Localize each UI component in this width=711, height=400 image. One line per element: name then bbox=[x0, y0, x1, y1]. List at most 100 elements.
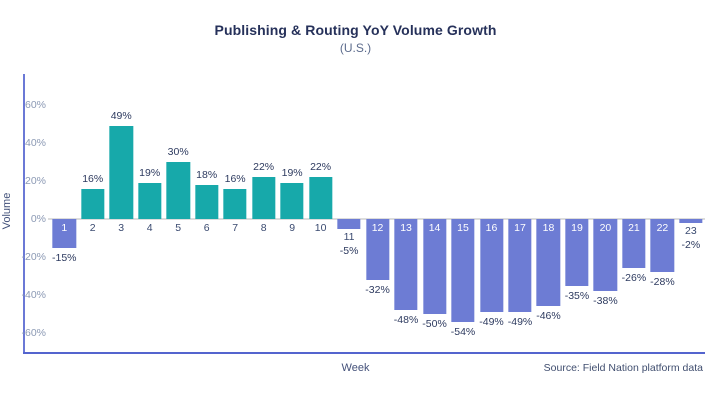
bar-slot-week-9: 9 19% bbox=[278, 0, 306, 400]
week-number-label: 19 bbox=[571, 222, 583, 234]
bar-value-label: 49% bbox=[110, 109, 132, 122]
week-number-label: 3 bbox=[118, 222, 125, 234]
bar-slot-week-21: 21 -26% bbox=[620, 0, 648, 400]
chart-title: Publishing & Routing YoY Volume Growth bbox=[214, 22, 497, 38]
bar-value-label: -38% bbox=[593, 295, 618, 308]
week-number-label: 8 bbox=[260, 222, 267, 234]
bar-week-23 bbox=[679, 219, 703, 223]
source-note: Source: Field Nation platform data bbox=[543, 362, 703, 374]
bar-slot-week-16: 16 -49% bbox=[477, 0, 505, 400]
bar-week-18 bbox=[536, 219, 561, 307]
bar-slot-week-3: 3 49% bbox=[107, 0, 135, 400]
y-tick-label: 60% bbox=[24, 99, 46, 111]
bar-slot-week-8: 8 22% bbox=[249, 0, 277, 400]
bar-week-4 bbox=[138, 182, 162, 219]
bar-week-8 bbox=[251, 177, 276, 219]
bar-week-16 bbox=[479, 219, 504, 313]
bar-value-label: 18% bbox=[196, 168, 218, 181]
week-number-label: 17 bbox=[514, 222, 526, 234]
bar-series: 1 -15% 2 16% 3 49% 4 19% 5 30% 6 18% 7 16% 8 22% 9 19% 10 2… bbox=[50, 0, 705, 400]
bar-value-label: 16% bbox=[224, 172, 246, 185]
chart-subtitle: (U.S.) bbox=[339, 41, 372, 55]
bar-value-label: -49% bbox=[479, 316, 504, 329]
bar-value-label: -54% bbox=[450, 325, 476, 338]
week-number-label: 10 bbox=[314, 222, 327, 234]
bar-week-22 bbox=[650, 219, 675, 273]
week-number-label: 12 bbox=[371, 222, 384, 234]
bar-week-14 bbox=[422, 219, 447, 314]
bar-week-11 bbox=[337, 219, 361, 229]
week-number-label: 1 bbox=[61, 222, 68, 234]
bar-value-label: -48% bbox=[393, 314, 419, 327]
bar-value-label: -15% bbox=[51, 251, 77, 264]
bar-value-label: -28% bbox=[650, 276, 675, 289]
y-axis-title: Volume bbox=[1, 192, 13, 230]
bar-week-17 bbox=[508, 219, 532, 313]
bar-value-label: -2% bbox=[681, 238, 701, 251]
bar-value-label: 16% bbox=[82, 172, 104, 185]
bar-week-15 bbox=[451, 219, 475, 322]
bar-week-20 bbox=[593, 219, 618, 292]
week-number-label: 4 bbox=[146, 222, 153, 234]
week-number-label: 13 bbox=[400, 222, 412, 234]
bar-week-12 bbox=[365, 219, 390, 280]
bar-week-1 bbox=[52, 219, 76, 248]
bar-week-10 bbox=[308, 177, 333, 219]
week-number-label: 2 bbox=[89, 222, 96, 234]
bar-value-label: -35% bbox=[564, 289, 590, 302]
bar-week-6 bbox=[194, 184, 219, 219]
bar-slot-week-13: 13 -48% bbox=[392, 0, 420, 400]
y-tick-label: 0% bbox=[30, 213, 46, 225]
bar-value-label: 30% bbox=[167, 146, 189, 158]
bar-value-label: -32% bbox=[365, 283, 390, 296]
bar-week-9 bbox=[280, 182, 304, 219]
bar-slot-week-18: 18 -46% bbox=[534, 0, 562, 400]
y-tick-label: -20% bbox=[21, 251, 46, 263]
bar-slot-week-4: 4 19% bbox=[135, 0, 163, 400]
bar-slot-week-6: 6 18% bbox=[192, 0, 220, 400]
bar-slot-week-2: 2 16% bbox=[78, 0, 106, 400]
y-tick-label: -40% bbox=[21, 289, 46, 301]
bar-slot-week-19: 19 -35% bbox=[563, 0, 591, 400]
week-number-label: 5 bbox=[175, 222, 182, 234]
bar-slot-week-10: 10 22% bbox=[306, 0, 334, 400]
bar-slot-week-20: 20 -38% bbox=[591, 0, 619, 400]
week-number-label: 14 bbox=[428, 222, 441, 234]
week-number-label: 23 bbox=[685, 224, 697, 237]
week-number-label: 18 bbox=[542, 222, 555, 234]
bar-value-label: -5% bbox=[339, 244, 359, 257]
bar-value-label: -26% bbox=[621, 272, 647, 285]
bar-slot-week-23: 23 -2% bbox=[677, 0, 705, 400]
bar-week-21 bbox=[622, 219, 646, 269]
bar-value-label: -46% bbox=[536, 310, 561, 323]
bar-slot-week-7: 7 16% bbox=[221, 0, 249, 400]
bar-slot-week-1: 1 -15% bbox=[50, 0, 78, 400]
y-tick-label: 40% bbox=[24, 137, 46, 149]
week-number-label: 22 bbox=[656, 222, 669, 234]
week-number-label: 20 bbox=[599, 222, 612, 234]
y-tick-label: 20% bbox=[24, 175, 46, 187]
bar-slot-week-12: 12 -32% bbox=[363, 0, 391, 400]
bar-slot-week-15: 15 -54% bbox=[449, 0, 477, 400]
week-number-label: 9 bbox=[289, 222, 296, 234]
bar-week-7 bbox=[223, 188, 247, 219]
week-number-label: 7 bbox=[232, 222, 239, 234]
week-number-label: 21 bbox=[628, 222, 640, 234]
week-number-label: 6 bbox=[203, 222, 210, 234]
bar-week-3 bbox=[109, 125, 133, 219]
bar-week-19 bbox=[565, 219, 589, 286]
y-axis-line bbox=[23, 74, 25, 354]
week-number-label: 15 bbox=[457, 222, 469, 234]
week-number-label: 16 bbox=[485, 222, 498, 234]
bar-value-label: 19% bbox=[139, 166, 161, 179]
bar-slot-week-5: 5 30% bbox=[164, 0, 192, 400]
bar-value-label: -49% bbox=[507, 316, 533, 329]
bar-slot-week-17: 17 -49% bbox=[506, 0, 534, 400]
y-tick-label: -60% bbox=[21, 327, 46, 339]
bar-value-label: 22% bbox=[310, 161, 332, 174]
bar-value-label: 22% bbox=[253, 161, 275, 174]
bar-value-label: -50% bbox=[422, 318, 447, 330]
bar-slot-week-11: 11 -5% bbox=[335, 0, 363, 400]
bar-week-13 bbox=[394, 219, 418, 311]
